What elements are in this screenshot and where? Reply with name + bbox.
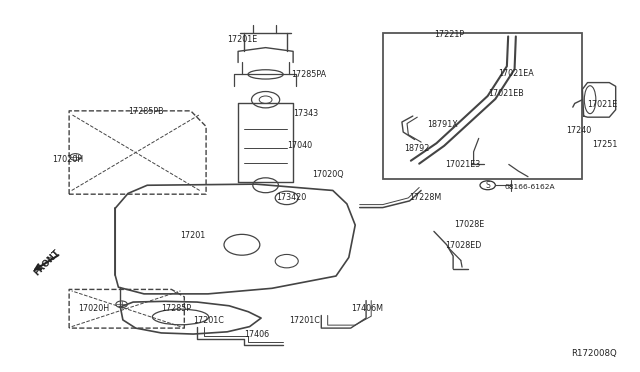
Text: 18792: 18792: [404, 144, 430, 153]
Text: 17021E: 17021E: [588, 100, 618, 109]
Text: 17021EB: 17021EB: [488, 89, 524, 98]
Text: 17285PB: 17285PB: [128, 107, 164, 116]
Text: 17021E3: 17021E3: [445, 160, 480, 169]
Text: 17028E: 17028E: [454, 220, 484, 229]
Text: 17228M: 17228M: [410, 193, 442, 202]
Text: 17406M: 17406M: [351, 304, 383, 313]
Text: 17040: 17040: [287, 141, 312, 150]
Bar: [383, 33, 582, 179]
Text: 17020Q: 17020Q: [312, 170, 344, 179]
Text: 17201: 17201: [180, 231, 205, 240]
Text: 17201E: 17201E: [227, 35, 257, 44]
Text: 18791X: 18791X: [428, 120, 458, 129]
Text: 17406: 17406: [244, 330, 269, 339]
Text: 17285P: 17285P: [161, 304, 191, 312]
Text: S: S: [485, 181, 490, 190]
Text: 17240: 17240: [566, 126, 591, 135]
Text: 17251: 17251: [592, 140, 618, 149]
Text: 173420: 173420: [276, 193, 307, 202]
Text: 17285PA: 17285PA: [291, 70, 326, 79]
Text: 17020H: 17020H: [78, 304, 109, 312]
Text: 17201C: 17201C: [289, 316, 320, 325]
Text: 17221P: 17221P: [434, 30, 464, 39]
Text: 17028ED: 17028ED: [445, 241, 482, 250]
Text: 17021EA: 17021EA: [498, 69, 534, 78]
Text: 08166-6162A: 08166-6162A: [504, 184, 555, 190]
Text: 17020H: 17020H: [52, 155, 84, 164]
Text: 17343: 17343: [293, 109, 318, 118]
Text: R172008Q: R172008Q: [571, 349, 616, 358]
Text: FRONT: FRONT: [32, 248, 61, 278]
Text: 17201C: 17201C: [193, 316, 224, 325]
